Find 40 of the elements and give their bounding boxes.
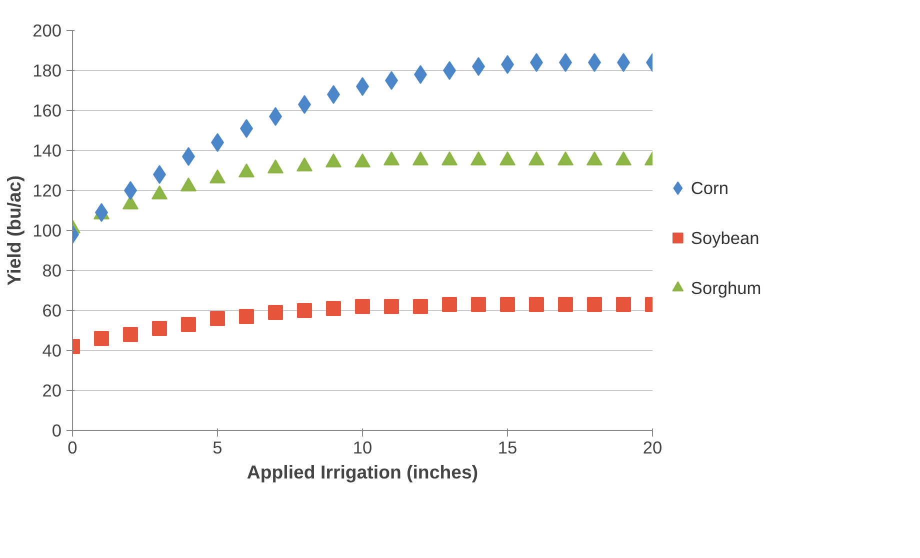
- point: [471, 297, 486, 312]
- point: [442, 297, 457, 312]
- point: [587, 297, 602, 312]
- point: [500, 297, 515, 312]
- y-tick-label: 60: [42, 300, 62, 320]
- point: [326, 301, 341, 316]
- point: [181, 317, 196, 332]
- y-tick-label: 20: [42, 380, 62, 400]
- y-axis-title: Yield (bu/ac): [4, 175, 25, 286]
- point: [152, 321, 167, 336]
- x-tick-label: 15: [498, 438, 518, 458]
- point: [210, 311, 225, 326]
- x-axis-title: Applied Irrigation (inches): [246, 462, 478, 482]
- y-tick-label: 80: [42, 260, 62, 280]
- point: [616, 297, 631, 312]
- point: [297, 303, 312, 318]
- point: [355, 299, 370, 314]
- y-tick-label: 200: [32, 20, 62, 40]
- x-tick-label: 5: [212, 438, 222, 458]
- point: [268, 305, 283, 320]
- point: [94, 331, 109, 346]
- y-tick-label: 160: [32, 100, 62, 120]
- point: [529, 297, 544, 312]
- y-tick-label: 120: [32, 180, 62, 200]
- point: [239, 309, 254, 324]
- x-tick-label: 20: [642, 438, 662, 458]
- point: [558, 297, 573, 312]
- point: [123, 327, 138, 342]
- legend-label: Soybean: [690, 228, 760, 248]
- y-tick-label: 40: [42, 340, 62, 360]
- point: [384, 299, 399, 314]
- legend-label: Sorghum: [690, 278, 762, 298]
- y-tick-label: 180: [32, 60, 62, 80]
- y-tick-label: 100: [32, 220, 62, 240]
- y-tick-label: 0: [52, 420, 62, 440]
- x-tick-label: 0: [68, 438, 78, 458]
- point: [413, 299, 428, 314]
- x-tick-label: 10: [352, 438, 372, 458]
- y-tick-label: 140: [32, 140, 62, 160]
- legend-label: Corn: [690, 178, 728, 198]
